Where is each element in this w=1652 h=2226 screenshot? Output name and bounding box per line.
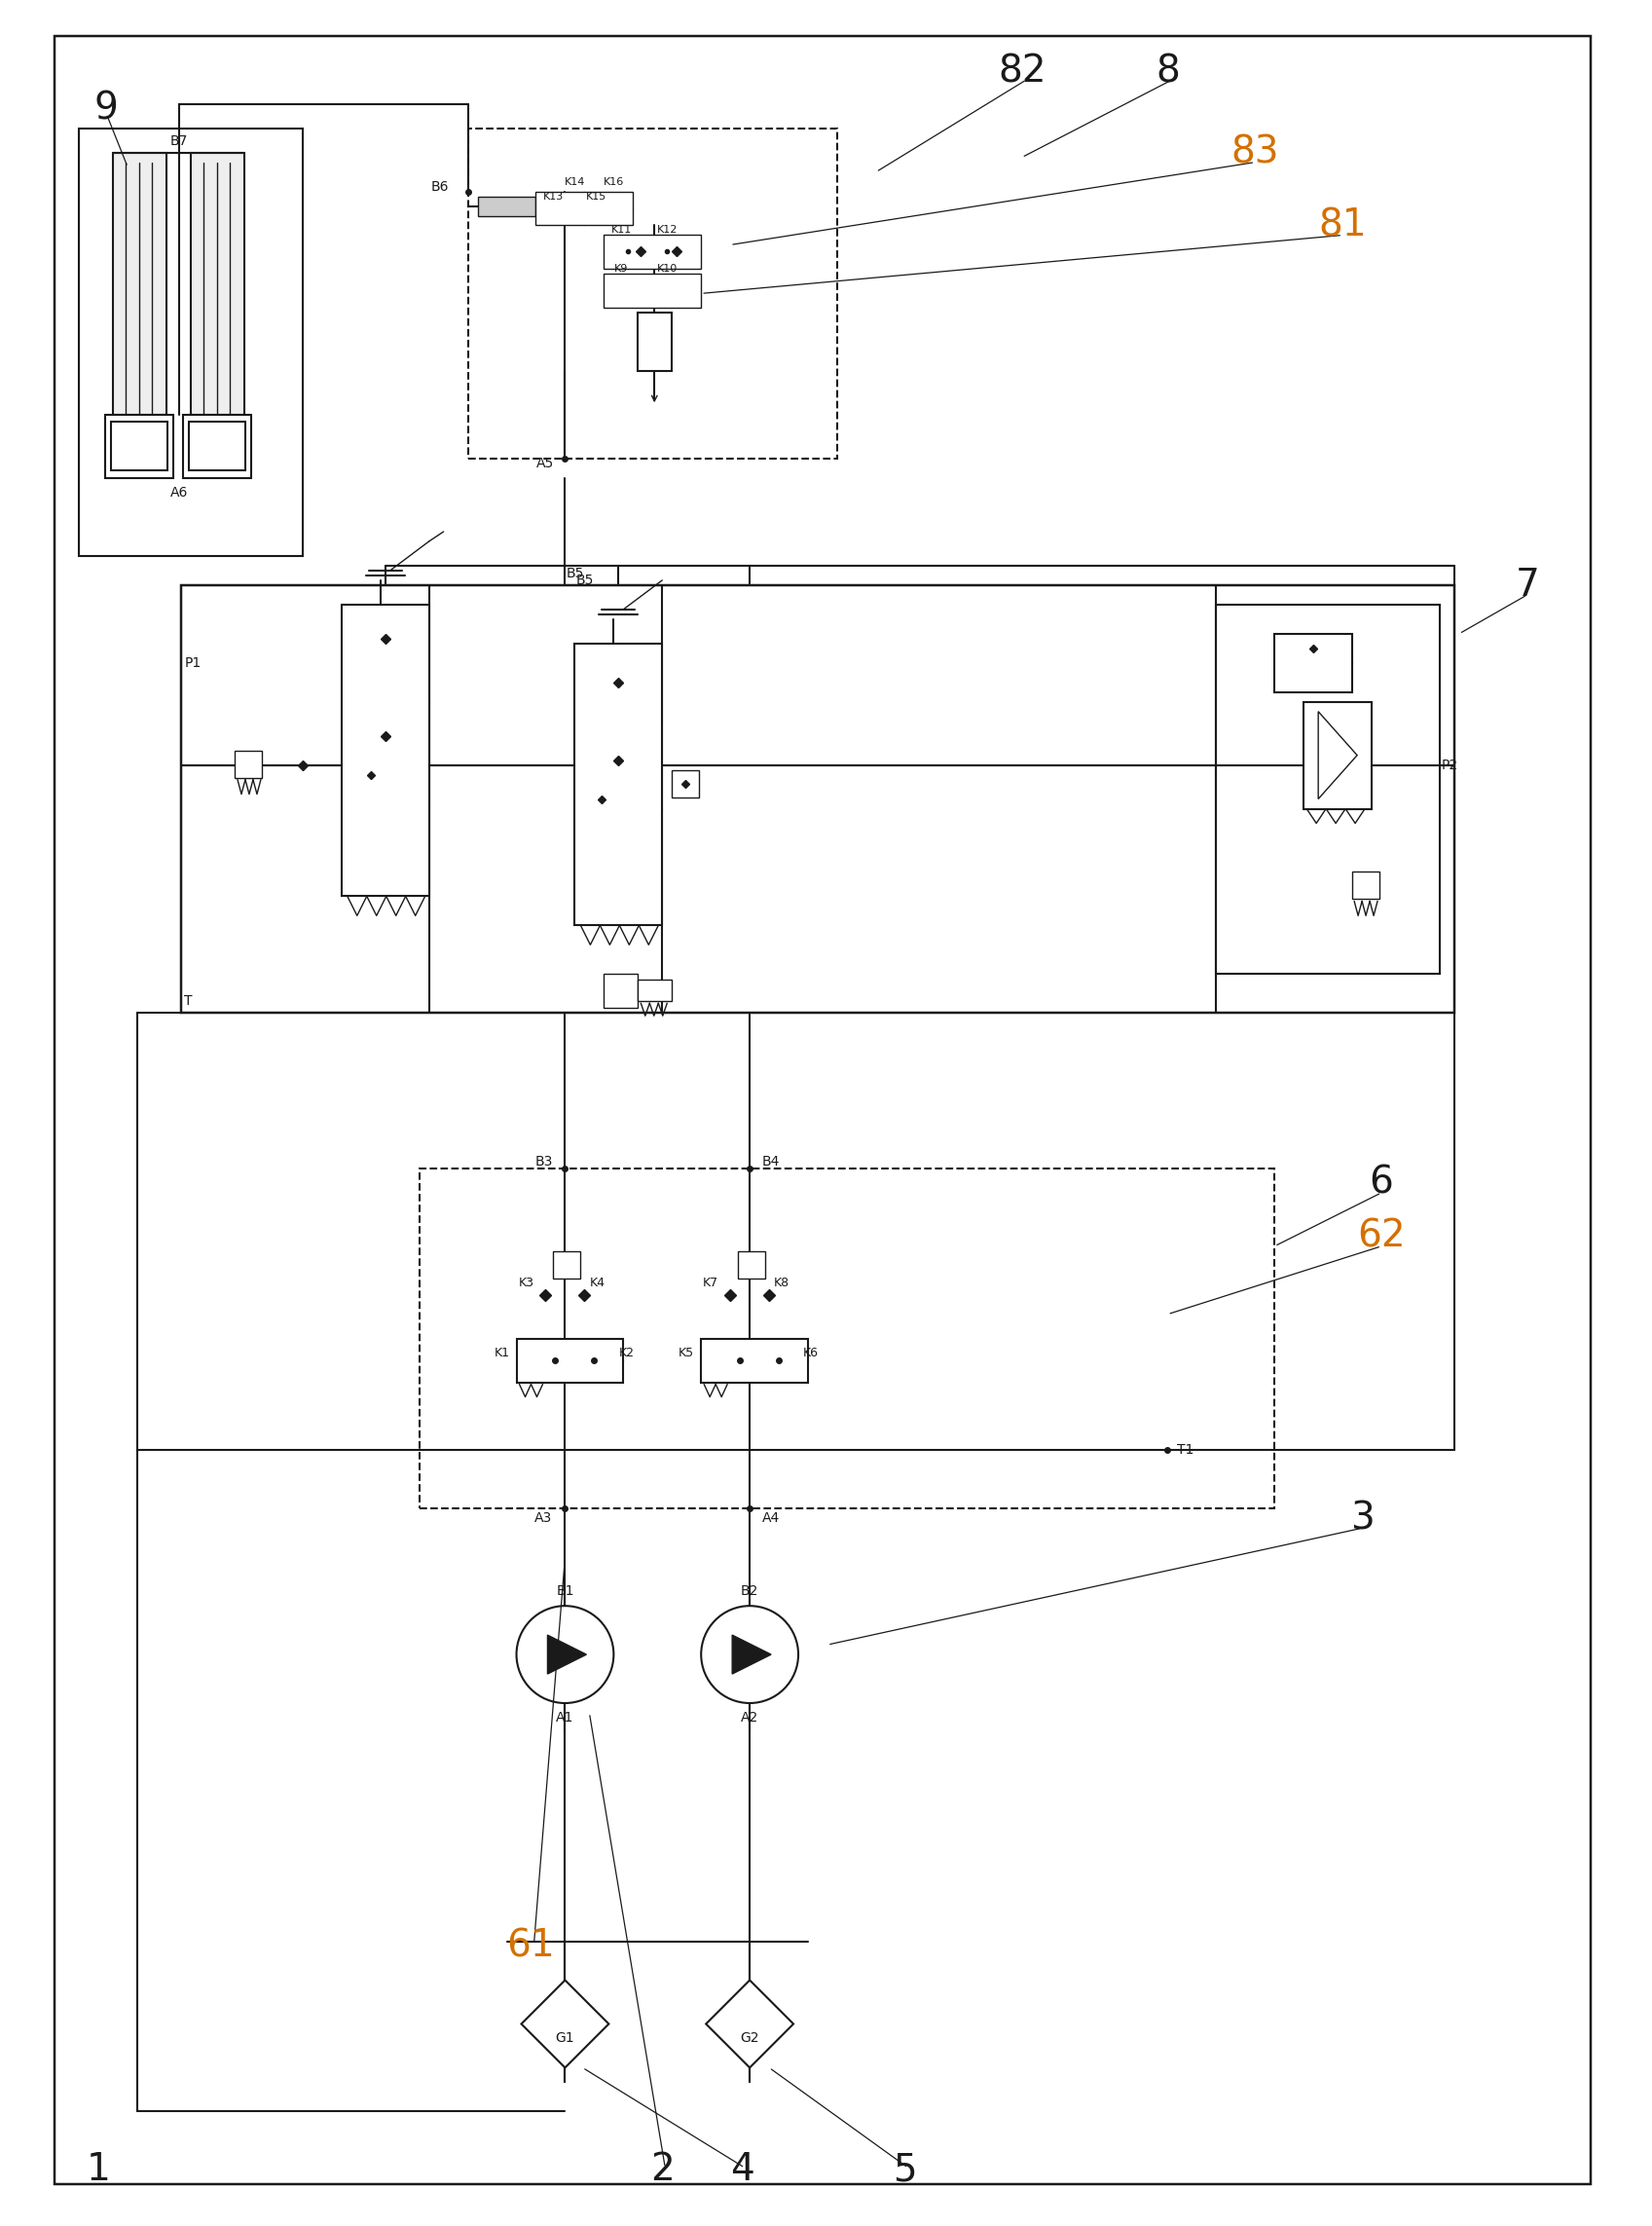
Text: 9: 9 bbox=[94, 91, 119, 127]
Bar bbox=[420, 1169, 1275, 1509]
Bar bbox=[575, 643, 662, 926]
Text: K14: K14 bbox=[565, 176, 585, 187]
Text: B1: B1 bbox=[557, 1585, 573, 1598]
Bar bbox=[477, 196, 535, 216]
Text: K5: K5 bbox=[679, 1347, 694, 1360]
Bar bbox=[188, 421, 244, 470]
Polygon shape bbox=[522, 1981, 610, 2068]
Text: A6: A6 bbox=[170, 485, 188, 499]
Text: A4: A4 bbox=[762, 1511, 780, 1525]
Text: K10: K10 bbox=[657, 265, 677, 274]
Text: K3: K3 bbox=[519, 1278, 534, 1289]
Bar bbox=[1303, 701, 1371, 808]
Bar bbox=[1216, 605, 1441, 975]
Bar bbox=[235, 750, 261, 777]
Bar bbox=[1275, 634, 1353, 692]
Text: 61: 61 bbox=[507, 1928, 555, 1966]
Polygon shape bbox=[732, 1636, 771, 1674]
Text: A3: A3 bbox=[535, 1511, 552, 1525]
Text: 7: 7 bbox=[1515, 568, 1540, 603]
Text: B7: B7 bbox=[170, 134, 188, 147]
Bar bbox=[700, 1338, 808, 1382]
Text: 82: 82 bbox=[998, 53, 1046, 91]
Text: 5: 5 bbox=[894, 2150, 917, 2188]
Bar bbox=[182, 585, 1454, 1013]
Bar bbox=[192, 154, 244, 414]
Text: B4: B4 bbox=[762, 1155, 780, 1169]
Text: 81: 81 bbox=[1318, 207, 1366, 245]
Text: 2: 2 bbox=[651, 2150, 674, 2188]
Text: K11: K11 bbox=[611, 225, 631, 236]
Text: K7: K7 bbox=[704, 1278, 719, 1289]
Text: B3: B3 bbox=[535, 1155, 553, 1169]
Text: B5: B5 bbox=[575, 574, 593, 588]
Text: G1: G1 bbox=[555, 2032, 575, 2046]
Bar bbox=[183, 414, 251, 479]
Text: K4: K4 bbox=[590, 1278, 605, 1289]
Polygon shape bbox=[705, 1981, 793, 2068]
Polygon shape bbox=[547, 1636, 586, 1674]
Text: B5: B5 bbox=[567, 568, 583, 581]
Text: 3: 3 bbox=[1350, 1500, 1374, 1536]
Circle shape bbox=[517, 1605, 613, 1703]
Text: K15: K15 bbox=[586, 191, 606, 200]
Bar bbox=[553, 1251, 580, 1278]
Bar bbox=[1353, 873, 1379, 899]
Bar bbox=[672, 770, 699, 797]
Text: K13: K13 bbox=[544, 191, 563, 200]
Text: K2: K2 bbox=[618, 1347, 634, 1360]
Bar bbox=[468, 129, 838, 459]
Bar bbox=[535, 191, 633, 225]
Text: B6: B6 bbox=[431, 180, 448, 194]
Text: P1: P1 bbox=[185, 657, 202, 670]
Text: 4: 4 bbox=[730, 2150, 753, 2188]
Text: B2: B2 bbox=[740, 1585, 758, 1598]
Text: A2: A2 bbox=[740, 1712, 758, 1725]
Bar bbox=[605, 274, 700, 307]
Text: 1: 1 bbox=[86, 2150, 111, 2188]
Text: K6: K6 bbox=[803, 1347, 819, 1360]
Text: A1: A1 bbox=[557, 1712, 573, 1725]
Bar bbox=[517, 1338, 623, 1382]
Bar bbox=[605, 975, 638, 1008]
Text: K9: K9 bbox=[615, 265, 628, 274]
Text: 83: 83 bbox=[1231, 134, 1279, 171]
Text: 8: 8 bbox=[1155, 53, 1180, 91]
Text: K16: K16 bbox=[603, 176, 624, 187]
Text: T1: T1 bbox=[1176, 1442, 1194, 1458]
Bar bbox=[605, 236, 700, 269]
Text: A5: A5 bbox=[537, 456, 555, 470]
Text: 6: 6 bbox=[1370, 1164, 1394, 1202]
Bar bbox=[638, 979, 672, 1002]
Bar bbox=[342, 605, 430, 897]
Bar bbox=[111, 421, 167, 470]
Circle shape bbox=[700, 1605, 798, 1703]
Text: K1: K1 bbox=[494, 1347, 510, 1360]
Text: K8: K8 bbox=[773, 1278, 790, 1289]
Text: K12: K12 bbox=[657, 225, 677, 236]
Bar bbox=[638, 314, 672, 372]
Bar bbox=[112, 154, 167, 414]
Text: 62: 62 bbox=[1358, 1218, 1406, 1255]
Bar bbox=[738, 1251, 765, 1278]
Bar bbox=[79, 129, 302, 556]
Bar bbox=[106, 414, 173, 479]
Text: T: T bbox=[183, 995, 192, 1008]
Text: G2: G2 bbox=[740, 2032, 760, 2046]
Text: P2: P2 bbox=[1441, 759, 1457, 772]
